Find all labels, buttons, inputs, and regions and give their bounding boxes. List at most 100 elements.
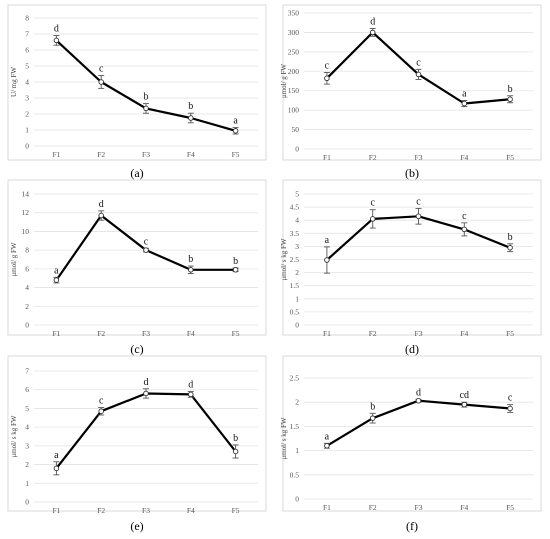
y-tick-label: 4.5 [290,203,300,212]
chart-panel-1: 0 1 2 3 4 5 6 7 8 U/ mg FW F1 F2 F3 F4 F5 d c b b a [7,4,267,161]
panel-caption: (d) [405,342,419,356]
y-axis-label: μmol/ s kg FW [10,415,18,457]
significance-letter: a [54,450,59,461]
y-tick-label: 5 [25,62,29,71]
x-tick-label: F5 [506,153,514,162]
y-tick-label: 3 [25,94,29,103]
y-tick-label: 8 [25,246,29,255]
panel-frame [7,4,267,161]
data-point [232,448,239,455]
significance-letter: c [416,57,421,68]
y-tick-label: 1 [295,446,299,455]
y-tick-label: 6 [25,385,29,394]
x-tick-label: F5 [232,150,240,159]
data-point [98,408,104,414]
x-tick-label: F1 [323,329,331,338]
y-tick-label: 4 [25,283,29,292]
data-point [98,79,104,85]
y-tick-label: 1 [295,294,299,303]
y-tick-label: 300 [288,28,300,37]
x-tick-label: F5 [232,329,240,338]
panel-caption: (f) [406,519,418,533]
y-tick-label: 0 [295,321,299,330]
y-tick-label: 3.5 [290,229,300,238]
significance-letter: b [144,92,149,103]
y-tick-label: 14 [22,190,30,199]
data-point [324,257,330,263]
significance-letter: c [416,196,421,207]
data-point [53,37,60,44]
x-tick-label: F3 [142,506,150,515]
data-point [461,100,468,107]
data-point [324,75,330,82]
significance-letter: b [233,256,238,267]
chart-panel-6: 0 0.5 1 1.5 2 2.5 μmol/ s kg FW F1 F2 F3 F4 F5 a b d cd… [280,355,542,512]
y-tick-label: 5 [25,404,29,413]
y-tick-label: 1.5 [290,281,300,290]
y-tick-label: 0 [295,145,299,154]
x-tick-label: F2 [97,150,105,159]
y-axis-label: μmol/ s kg FW [280,238,288,280]
panel-caption: (c) [130,342,143,356]
data-point [53,277,60,283]
y-tick-label: 1.5 [290,422,300,431]
y-tick-label: 3 [25,441,29,450]
significance-letter: b [188,254,193,265]
panel-caption: (a) [130,166,143,180]
y-tick-label: 100 [288,106,300,115]
panel-caption: (e) [130,519,143,533]
y-tick-label: 150 [288,86,300,95]
x-tick-label: F3 [142,329,150,338]
significance-letter: a [325,235,330,246]
panel-frame [7,179,267,336]
x-tick-label: F2 [97,329,105,338]
y-tick-label: 50 [292,125,300,134]
data-point [415,397,422,404]
data-point [188,267,194,273]
y-tick-label: 4 [25,78,29,87]
data-point [507,405,513,412]
significance-letter: d [370,17,375,28]
y-tick-label: 7 [25,367,29,376]
x-tick-label: F1 [52,506,60,515]
x-tick-label: F1 [52,150,60,159]
x-tick-label: F4 [187,150,195,159]
data-point [415,71,422,78]
significance-letter: c [144,236,149,247]
data-point [232,267,239,273]
significance-letter: b [188,101,193,112]
significance-letter: d [188,380,193,391]
significance-letter: d [99,199,104,210]
chart-panel-4: 0 0.5 1 1.5 2 2.5 3 3.5 4 4.5 5 μmol/ s kg FW F1 F2 F3… [280,179,542,338]
x-tick-label: F5 [506,503,514,512]
data-point [188,391,194,398]
panel-frame [282,355,542,512]
significance-letter: a [325,431,330,442]
x-tick-label: F1 [52,329,60,338]
y-tick-label: 4 [295,216,299,225]
x-tick-label: F3 [415,153,423,162]
data-point [369,216,376,222]
x-tick-label: F1 [323,153,331,162]
significance-letter: b [508,84,513,95]
significance-letter: c [508,393,513,404]
data-point [369,415,376,421]
y-tick-label: 12 [22,208,30,217]
significance-letter: d [416,387,421,398]
chart-panel-5: 0 1 2 3 4 5 6 7 μmol/ s kg FW F1 F2 F3 F4 F5 a c d d b [7,355,267,515]
data-point [507,244,513,251]
y-tick-label: 2.5 [290,374,300,383]
significance-letter: c [99,64,104,75]
y-tick-label: 0.5 [290,307,300,316]
y-tick-label: 1 [25,479,29,488]
y-tick-label: 10 [22,227,30,236]
data-point [232,128,239,134]
y-tick-label: 350 [288,9,300,18]
y-tick-label: 2 [295,398,299,407]
chart-panel-2: 0 50 100 150 200 250 300 350 μmol/ g FW F1 F2 F3 F4 F… [280,4,542,162]
y-tick-label: 2 [25,110,29,119]
y-axis-label: U/ mg FW [10,67,18,97]
y-tick-label: 250 [288,47,300,56]
data-point [143,390,149,397]
significance-letter: d [144,377,149,388]
